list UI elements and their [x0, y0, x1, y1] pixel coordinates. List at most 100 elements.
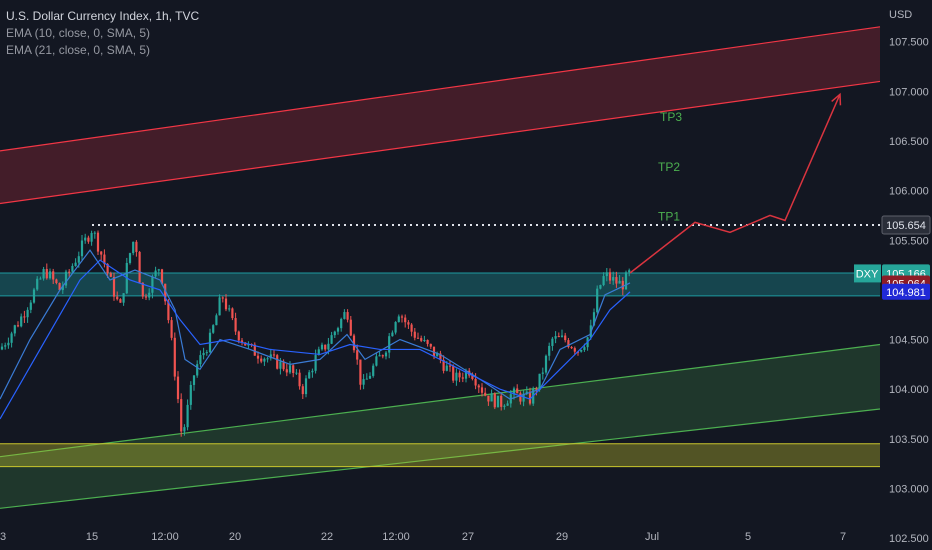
candle — [346, 309, 349, 323]
candle — [311, 368, 314, 378]
candle — [292, 364, 295, 378]
candle — [365, 373, 368, 380]
candle-body — [189, 384, 192, 405]
candle-body — [442, 359, 445, 371]
candle — [500, 392, 503, 411]
candle-body — [381, 355, 384, 357]
candle — [336, 326, 340, 335]
candle-body — [93, 232, 96, 234]
ema-21-line — [0, 259, 631, 420]
candle — [164, 283, 167, 305]
candle — [586, 336, 589, 351]
candle — [471, 372, 474, 381]
candle — [493, 392, 496, 410]
candle — [439, 350, 442, 364]
candle — [516, 384, 519, 394]
candle-body — [464, 370, 468, 379]
candle — [74, 258, 77, 267]
candle — [522, 390, 525, 407]
candle-body — [314, 355, 317, 371]
legend-title[interactable]: U.S. Dollar Currency Index, 1h, TVC — [6, 9, 200, 23]
candle-body — [551, 338, 554, 346]
candle-body — [29, 302, 32, 310]
time-axis[interactable]: 3 15 12:00 20 22 12:00 27 29 Jul 5 7 — [0, 531, 846, 543]
candle-body — [592, 312, 596, 326]
candle — [109, 271, 112, 277]
time-tick-label: 22 — [321, 531, 333, 543]
candle — [141, 282, 144, 299]
candle-body — [157, 269, 160, 271]
candle — [330, 331, 333, 345]
support-channel-lower-line — [0, 408, 881, 509]
candle — [256, 351, 260, 364]
candle-body — [612, 277, 615, 281]
candle-body — [148, 292, 151, 298]
candle — [375, 352, 378, 367]
candle — [295, 369, 298, 376]
candle — [368, 372, 372, 380]
resistance-channel-lower-line — [0, 80, 881, 205]
ema10-price-label: 104.981 — [886, 287, 926, 299]
candle-body — [311, 370, 314, 373]
candle — [544, 354, 548, 375]
candle-body — [269, 354, 272, 359]
candle-body — [304, 378, 308, 395]
candle-body — [375, 356, 378, 366]
candle — [404, 314, 407, 328]
candle — [48, 268, 52, 280]
candle — [183, 424, 186, 436]
candle — [173, 332, 176, 381]
candle — [551, 336, 554, 351]
candle-body — [484, 392, 487, 396]
legend-ema-21[interactable]: EMA (21, close, 0, SMA, 5) — [6, 43, 151, 57]
candle-body — [45, 269, 48, 279]
candle — [186, 399, 189, 431]
candle-body — [343, 312, 346, 319]
candle — [480, 383, 484, 397]
candlestick-series — [0, 230, 631, 437]
candle — [7, 337, 10, 349]
candle-body — [20, 316, 23, 327]
candle — [64, 269, 68, 289]
candle-body — [391, 332, 394, 337]
candle — [263, 357, 266, 366]
candle-body — [477, 385, 480, 388]
candle-body — [503, 405, 506, 407]
candle — [599, 284, 602, 290]
candle-body — [340, 318, 343, 329]
candle — [496, 395, 500, 408]
candle-body — [176, 376, 180, 400]
candle — [16, 321, 20, 328]
candle-body — [378, 355, 381, 357]
candle — [314, 349, 317, 374]
candle-body — [541, 372, 544, 374]
candle — [340, 317, 343, 332]
candle-body — [7, 342, 10, 346]
candle-body — [452, 366, 455, 381]
candle — [96, 230, 100, 256]
price-tick-label: 103.500 — [889, 434, 929, 446]
candle — [564, 332, 567, 343]
candle — [45, 263, 48, 280]
candle-body — [624, 272, 628, 290]
candle-body — [324, 344, 327, 350]
candle-body — [426, 340, 429, 344]
candle — [269, 348, 272, 361]
candle-body — [548, 345, 551, 356]
candle-body — [365, 378, 368, 380]
candle-body — [228, 308, 231, 310]
candle-body — [413, 331, 416, 338]
candle — [26, 307, 29, 323]
candle — [224, 294, 228, 312]
candle-body — [154, 270, 157, 277]
candle — [116, 291, 119, 301]
candle-body — [256, 355, 260, 359]
legend-ema-10[interactable]: EMA (10, close, 0, SMA, 5) — [6, 26, 151, 40]
candle — [487, 395, 490, 406]
candle — [503, 404, 506, 410]
candle-body — [192, 375, 196, 385]
candle-body — [317, 349, 320, 356]
candle-body — [32, 289, 36, 303]
candle-body — [218, 297, 221, 316]
